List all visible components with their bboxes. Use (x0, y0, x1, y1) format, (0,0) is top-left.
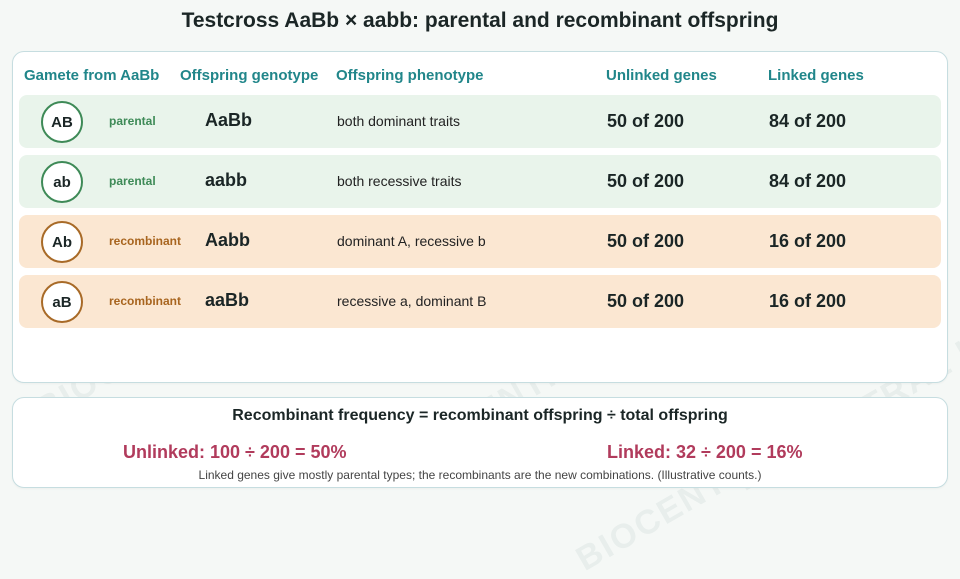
offspring-phenotype: recessive a, dominant B (337, 293, 487, 309)
row-type-tag: recombinant (109, 234, 182, 248)
formula-title: Recombinant frequency = recombinant offs… (232, 407, 728, 424)
formula-note: Linked genes give mostly parental types;… (198, 468, 762, 482)
offspring-phenotype: both recessive traits (337, 173, 462, 189)
gamete-badge: AB (41, 101, 83, 143)
linked-frequency: Linked: 32 ÷ 200 = 16% (607, 442, 803, 462)
table-row: AB parental AaBb both dominant traits 50… (19, 95, 941, 148)
header-unlinked: Unlinked genes (606, 67, 717, 84)
linked-count: 16 of 200 (769, 231, 847, 251)
header-phenotype: Offspring phenotype (336, 67, 484, 84)
row-type-tag: parental (109, 114, 156, 128)
row-type-tag: recombinant (109, 294, 182, 308)
formula-panel: Recombinant frequency = recombinant offs… (12, 397, 948, 488)
header-linked: Linked genes (768, 67, 864, 84)
offspring-genotype: Aabb (205, 230, 250, 250)
table-row: ab parental aabb both recessive traits 5… (19, 155, 941, 208)
unlinked-count: 50 of 200 (607, 111, 685, 131)
header-gamete: Gamete from AaBb (24, 67, 160, 84)
table-row: Ab recombinant Aabb dominant A, recessiv… (19, 215, 941, 268)
linked-count: 84 of 200 (769, 171, 847, 191)
offspring-phenotype: dominant A, recessive b (337, 233, 486, 249)
unlinked-frequency: Unlinked: 100 ÷ 200 = 50% (123, 442, 347, 462)
row-type-tag: parental (109, 174, 156, 188)
unlinked-count: 50 of 200 (607, 171, 685, 191)
header-genotype: Offspring genotype (180, 67, 319, 84)
unlinked-count: 50 of 200 (607, 231, 685, 251)
unlinked-count: 50 of 200 (607, 291, 685, 311)
gamete-badge: ab (41, 161, 83, 203)
gamete-badge: aB (41, 281, 83, 323)
gamete-badge: Ab (41, 221, 83, 263)
table-row: aB recombinant aaBb recessive a, dominan… (19, 275, 941, 328)
offspring-genotype: AaBb (205, 110, 253, 130)
linked-count: 84 of 200 (769, 111, 847, 131)
page-title: Testcross AaBb × aabb: parental and reco… (181, 9, 779, 32)
offspring-genotype: aaBb (205, 290, 250, 310)
offspring-table: Gamete from AaBb Offspring genotype Offs… (12, 51, 948, 383)
offspring-genotype: aabb (205, 170, 248, 190)
linked-count: 16 of 200 (769, 291, 847, 311)
offspring-phenotype: both dominant traits (337, 113, 460, 129)
